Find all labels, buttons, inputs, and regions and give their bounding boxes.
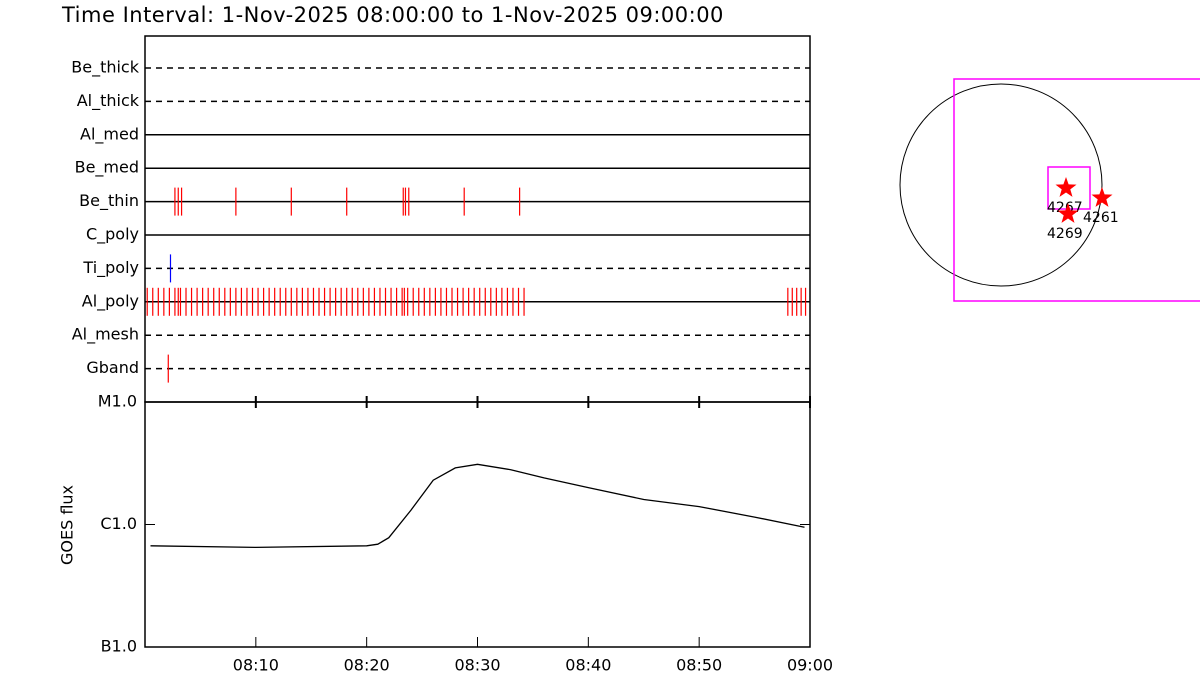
filter-label: Al_med bbox=[80, 124, 139, 144]
y-tick-label: B1.0 bbox=[101, 637, 137, 656]
filter-label: Be_thin bbox=[79, 191, 139, 211]
x-tick-label: 09:00 bbox=[787, 656, 833, 675]
y-tick-label: M1.0 bbox=[98, 392, 137, 411]
filter-label: Be_med bbox=[75, 158, 139, 178]
filter-label: Al_mesh bbox=[72, 325, 139, 345]
filter-label: Be_thick bbox=[71, 58, 139, 78]
region-label: 4261 bbox=[1083, 210, 1119, 226]
region-star bbox=[1057, 203, 1079, 223]
filter-label: Ti_poly bbox=[82, 258, 139, 278]
solar-disk bbox=[899, 83, 1103, 287]
region-star bbox=[1055, 177, 1077, 197]
x-tick-label: 08:30 bbox=[454, 656, 500, 675]
y-tick-label: C1.0 bbox=[100, 514, 137, 533]
x-tick-label: 08:20 bbox=[344, 656, 390, 675]
filter-label: Al_poly bbox=[82, 291, 139, 311]
region-label: 4269 bbox=[1047, 226, 1083, 242]
solar-map: 4267 4261 4269 bbox=[899, 78, 1200, 302]
filter-label: C_poly bbox=[86, 225, 139, 245]
chart-title: Time Interval: 1-Nov-2025 08:00:00 to 1-… bbox=[61, 3, 724, 27]
goes-frame bbox=[144, 401, 811, 648]
x-tick-label: 08:40 bbox=[565, 656, 611, 675]
region-star bbox=[1091, 187, 1113, 207]
goes-curve bbox=[150, 463, 805, 549]
x-tick-label: 08:50 bbox=[676, 656, 722, 675]
x-tick-label: 08:10 bbox=[233, 656, 279, 675]
filter-label: Al_thick bbox=[77, 91, 140, 111]
field-of-view bbox=[953, 78, 1200, 302]
y-axis-label: GOES flux bbox=[58, 485, 77, 565]
timeline-frame bbox=[144, 35, 811, 403]
filter-label: Gband bbox=[86, 358, 139, 377]
